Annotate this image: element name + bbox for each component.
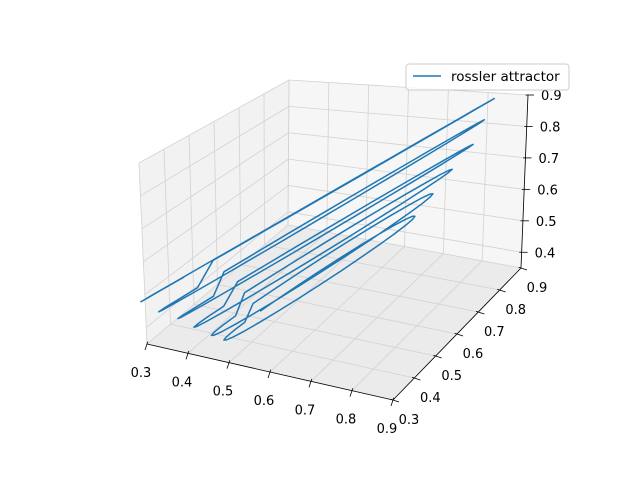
z-grid-back	[288, 158, 525, 190]
y-grid-floor	[264, 244, 500, 291]
series-line-rossler	[140, 97, 496, 341]
y-grid-left	[238, 107, 242, 265]
series-lines	[140, 97, 496, 341]
z-grid-left	[138, 79, 290, 164]
y-tick	[518, 266, 528, 271]
x-grid-back	[365, 84, 370, 240]
y-tick	[475, 310, 485, 315]
z-tick-label: 0.8	[540, 121, 561, 136]
legend-label-rossler: rossler attractor	[451, 69, 560, 85]
z-grid-left	[140, 106, 290, 197]
z-grid-left	[144, 185, 289, 295]
x-tick	[226, 360, 231, 369]
y-tick-label: 0.5	[441, 369, 462, 384]
tick-marks-and-labels: 0.30.40.50.60.70.80.90.30.40.50.60.70.80…	[131, 89, 562, 437]
x-tick	[267, 369, 272, 379]
x-tick	[308, 378, 313, 388]
x-grid-back	[481, 92, 489, 261]
y-grid-left	[163, 149, 171, 325]
y-tick-label: 0.7	[484, 325, 505, 340]
z-grid-back	[288, 185, 523, 222]
x-tick-label: 0.8	[336, 413, 357, 428]
grid-lines	[138, 79, 529, 401]
legend: rossler attractor	[405, 63, 570, 91]
y-tick-label: 0.4	[420, 391, 441, 406]
x-tick-label: 0.5	[213, 385, 234, 400]
y-tick	[411, 376, 421, 381]
x-grid-back	[326, 82, 330, 233]
y-grid-left	[188, 135, 195, 305]
x-tick	[390, 397, 395, 407]
y-grid-left	[138, 162, 148, 345]
x-tick	[144, 341, 149, 351]
z-grid-left	[143, 158, 289, 263]
x-tick-label: 0.4	[172, 375, 193, 390]
y-grid-left	[263, 93, 265, 245]
y-tick	[390, 398, 400, 403]
y-tick	[433, 354, 442, 359]
z-grid-back	[288, 132, 526, 159]
x-tick-label: 0.9	[377, 422, 398, 437]
y-grid-floor	[240, 264, 479, 313]
y-tick-label: 0.9	[527, 281, 548, 296]
y-tick-label: 0.8	[505, 303, 526, 318]
z-grid-left	[141, 132, 289, 230]
x-tick-label: 0.6	[254, 394, 275, 409]
y-tick-label: 0.3	[399, 413, 420, 428]
x-tick-label: 0.7	[295, 403, 316, 418]
y-grid-floor	[170, 323, 415, 379]
y-tick	[497, 288, 506, 293]
y-grid-floor	[193, 303, 436, 357]
y-tick-label: 0.6	[463, 347, 484, 362]
x-tick	[185, 350, 190, 360]
z-grid-back	[288, 105, 527, 127]
z-grid-back	[288, 211, 522, 253]
x-tick	[349, 388, 354, 397]
x-tick-label: 0.3	[131, 366, 152, 381]
z-tick-label: 0.6	[537, 183, 558, 198]
z-tick-label: 0.7	[539, 152, 560, 167]
z-axis-line	[520, 94, 529, 269]
z-tick-label: 0.9	[541, 89, 562, 104]
legend-frame	[405, 63, 570, 91]
z-tick-label: 0.4	[535, 246, 556, 261]
z-tick-label: 0.5	[536, 215, 557, 230]
y-grid-left	[287, 79, 290, 226]
y-tick	[454, 332, 464, 337]
